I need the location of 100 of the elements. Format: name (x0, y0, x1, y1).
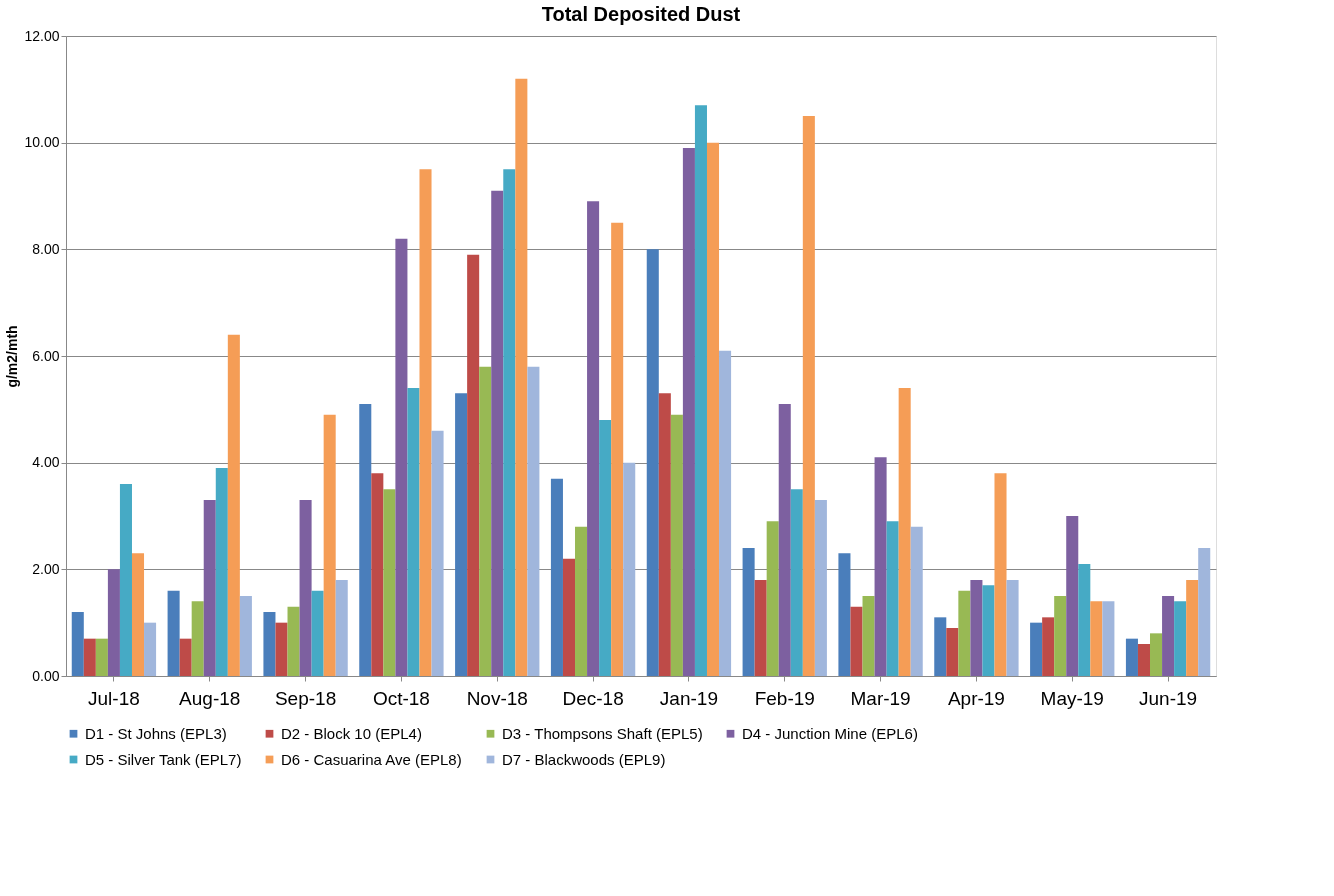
bar (491, 190, 504, 676)
x-tick-label: Dec-18 (562, 687, 624, 709)
bar (467, 254, 480, 676)
bar (958, 590, 971, 676)
x-tick-label: Jul-18 (88, 687, 140, 709)
bar (239, 596, 252, 676)
bar (778, 404, 791, 676)
bar (311, 590, 324, 676)
bar (575, 526, 588, 676)
bar (131, 553, 145, 676)
bar (407, 388, 420, 676)
bar (419, 169, 432, 676)
y-tick-label: 6.00 (32, 347, 60, 364)
bar (1066, 516, 1079, 676)
bar (371, 473, 384, 676)
bar (95, 638, 108, 676)
bar (742, 548, 755, 676)
x-tick-label: Mar-19 (850, 687, 911, 709)
bar (802, 116, 815, 676)
x-tick-label: Apr-19 (947, 687, 1005, 709)
bar (83, 638, 96, 676)
bar (119, 484, 132, 676)
bar (1006, 580, 1019, 676)
bar (395, 238, 408, 676)
bar (1162, 596, 1175, 676)
legend-label: D6 - Casuarina Ave (EPL8) (281, 750, 462, 768)
bar (838, 553, 851, 676)
y-axis-title: g/m2/mth (4, 325, 21, 388)
x-tick-label: Nov-18 (466, 687, 528, 709)
bar (263, 612, 276, 676)
bar (383, 489, 396, 676)
bar (1186, 580, 1199, 676)
bar (1090, 601, 1103, 676)
bar (766, 521, 779, 676)
bar (623, 462, 636, 676)
bar (215, 468, 228, 676)
bar (550, 478, 563, 676)
bar (359, 404, 372, 676)
x-tick-label: May-19 (1040, 687, 1104, 709)
legend-label: D7 - Blackwoods (EPL9) (502, 750, 666, 768)
bar (1102, 601, 1115, 676)
bar (323, 414, 336, 676)
bar (587, 201, 600, 676)
x-tick-label: Sep-18 (274, 687, 337, 709)
bar (275, 622, 288, 676)
bar (1042, 617, 1055, 676)
x-tick-label: Aug-18 (179, 687, 241, 709)
x-tick-label: Feb-19 (754, 687, 815, 709)
legend-label: D5 - Silver Tank (EPL7) (85, 750, 242, 768)
bar (179, 638, 192, 676)
bar (431, 430, 444, 676)
bar (299, 500, 312, 676)
bar (1030, 622, 1043, 676)
y-tick-label: 8.00 (32, 240, 60, 257)
bar (934, 617, 947, 676)
x-tick-label: Jan-19 (659, 687, 718, 709)
legend-label: D2 - Block 10 (EPL4) (281, 724, 422, 742)
bar (503, 169, 516, 676)
bar (790, 489, 803, 676)
bar (455, 393, 468, 676)
bar (191, 601, 204, 676)
bar (107, 569, 120, 676)
legend-label: D1 - St Johns (EPL3) (85, 724, 227, 742)
x-tick-label: Oct-18 (372, 687, 430, 709)
y-tick-label: 12.00 (24, 27, 60, 44)
bar (694, 105, 707, 676)
bar (994, 473, 1007, 676)
chart-title: Total Deposited Dust (541, 3, 741, 25)
bar (611, 222, 624, 676)
bar (71, 612, 84, 676)
bar (814, 500, 827, 676)
bar (479, 366, 492, 676)
x-tick-label: Jun-19 (1139, 687, 1198, 709)
y-tick-label: 2.00 (32, 560, 60, 577)
bar (874, 457, 887, 676)
bar (982, 585, 995, 676)
bar (706, 142, 720, 676)
y-tick-label: 10.00 (24, 134, 60, 151)
legend-label: D3 - Thompsons Shaft (EPL5) (502, 724, 703, 742)
bar (1125, 638, 1138, 676)
bar (287, 606, 300, 676)
bar (167, 590, 180, 676)
y-tick-label: 0.00 (32, 667, 60, 684)
bar (203, 500, 216, 676)
bar (970, 580, 983, 676)
bar (144, 622, 157, 676)
bar (719, 350, 732, 676)
bar (1150, 633, 1163, 676)
y-tick-label: 4.00 (32, 454, 60, 471)
bar (898, 388, 911, 676)
bar (1078, 564, 1091, 676)
bar (227, 334, 240, 676)
bar (599, 420, 612, 676)
bar (1174, 601, 1187, 676)
bar (335, 580, 348, 676)
bar (1198, 548, 1211, 676)
bar (862, 596, 875, 676)
bar (886, 521, 899, 676)
bar (562, 558, 576, 676)
bar (910, 526, 923, 676)
